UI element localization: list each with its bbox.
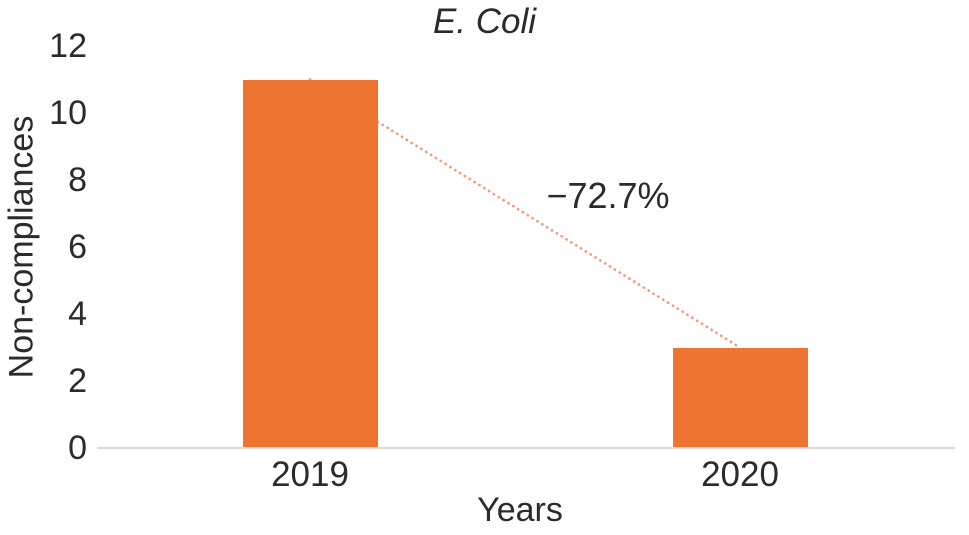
- y-tick-label: 2: [68, 362, 87, 400]
- bar-2019: [242, 79, 378, 448]
- bar-2020: [672, 347, 808, 448]
- x-axis-line: [97, 447, 955, 449]
- y-tick-label: 4: [68, 295, 87, 333]
- y-tick-label: 12: [49, 27, 87, 65]
- trendline: [308, 78, 742, 349]
- chart-title: E. Coli: [432, 2, 537, 41]
- trend-annotation: −72.7%: [546, 175, 670, 216]
- x-tick-label: 2020: [701, 455, 779, 494]
- y-tick-label: 0: [68, 429, 87, 467]
- x-axis-label: Years: [477, 491, 563, 529]
- x-tick-label: 2019: [271, 455, 349, 494]
- y-tick-label: 10: [49, 94, 87, 132]
- y-tick-label: 8: [68, 161, 87, 199]
- y-tick-label: 6: [68, 228, 87, 266]
